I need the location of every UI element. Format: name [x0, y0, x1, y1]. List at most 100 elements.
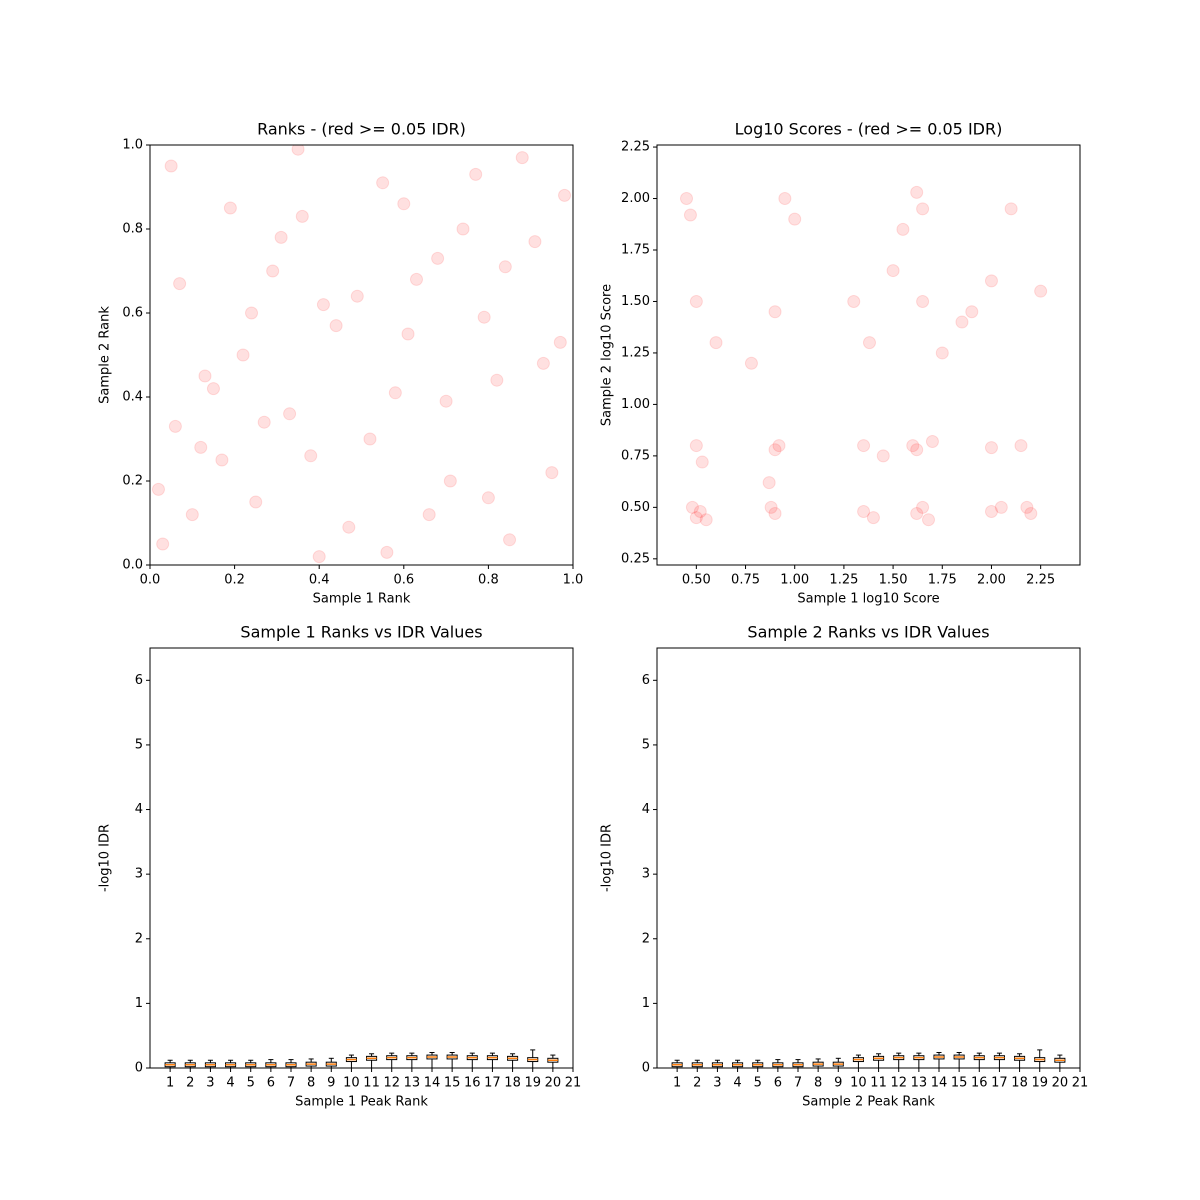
plot-area — [680, 185, 1048, 527]
x-tick-label: 5 — [754, 1076, 762, 1091]
point — [515, 151, 529, 165]
point — [689, 511, 703, 525]
y-tick-label: 2.00 — [621, 191, 650, 206]
x-tick-label: 8 — [814, 1076, 822, 1091]
x-axis-label: Sample 1 Peak Rank — [295, 1095, 428, 1110]
point — [910, 185, 924, 199]
point — [312, 550, 326, 564]
x-tick-label: 0.4 — [309, 573, 330, 588]
y-tick-label: 5 — [642, 737, 650, 752]
point — [481, 491, 495, 505]
point — [1024, 507, 1038, 521]
x-tick-label: 17 — [991, 1076, 1008, 1091]
y-tick-label: 0.6 — [122, 306, 143, 321]
x-tick-label: 3 — [206, 1076, 214, 1091]
point — [498, 260, 512, 274]
point — [388, 386, 402, 400]
axes-frame — [656, 144, 1081, 566]
x-tick-label: 11 — [363, 1076, 380, 1091]
point — [156, 537, 170, 551]
x-tick-label: 20 — [545, 1076, 562, 1091]
point — [291, 145, 305, 156]
point — [380, 545, 394, 559]
x-tick-label: 1.75 — [928, 573, 957, 588]
x-tick-label: 7 — [794, 1076, 802, 1091]
point — [866, 511, 880, 525]
point — [886, 264, 900, 278]
point — [283, 407, 297, 421]
plot-area — [164, 1049, 559, 1068]
point — [363, 432, 377, 446]
point — [316, 298, 330, 312]
y-tick-label: 5 — [135, 737, 143, 752]
y-tick-label: 1 — [642, 996, 650, 1011]
point — [456, 222, 470, 236]
x-axis-label: Sample 1 log10 Score — [797, 592, 939, 607]
point — [443, 474, 457, 488]
point — [772, 439, 786, 453]
x-tick-label: 17 — [484, 1076, 501, 1091]
y-axis-label: -log10 IDR — [600, 824, 615, 892]
point — [764, 500, 778, 514]
point — [857, 439, 871, 453]
point — [553, 335, 567, 349]
plot-area — [671, 1049, 1066, 1068]
point — [906, 439, 920, 453]
y-tick-label: 0.4 — [122, 390, 143, 405]
point — [439, 394, 453, 408]
point — [689, 294, 703, 308]
point — [935, 346, 949, 360]
point — [236, 348, 250, 362]
point — [274, 230, 288, 244]
y-tick-label: 1.75 — [621, 243, 650, 258]
y-tick-label: 1 — [135, 996, 143, 1011]
y-tick-label: 0.0 — [122, 558, 143, 573]
point — [257, 415, 271, 429]
x-tick-label: 5 — [247, 1076, 255, 1091]
point — [693, 504, 707, 518]
point — [490, 373, 504, 387]
x-tick-label: 15 — [444, 1076, 461, 1091]
y-tick-label: 4 — [135, 802, 143, 817]
x-tick-label: 2.00 — [977, 573, 1006, 588]
point — [916, 294, 930, 308]
point — [173, 277, 187, 291]
y-tick-label: 2 — [642, 931, 650, 946]
y-tick-label: 4 — [642, 802, 650, 817]
x-tick-label: 0.50 — [682, 573, 711, 588]
point — [266, 264, 280, 278]
y-tick-label: 3 — [135, 867, 143, 882]
point — [788, 212, 802, 226]
point — [431, 251, 445, 265]
point — [916, 202, 930, 216]
point — [762, 476, 776, 490]
x-tick-label: 1.25 — [829, 573, 858, 588]
x-tick-label: 12 — [383, 1076, 400, 1091]
point — [185, 508, 199, 522]
point — [910, 507, 924, 521]
point — [304, 449, 318, 463]
point — [984, 441, 998, 455]
point — [329, 319, 343, 333]
point — [503, 533, 517, 547]
subplot-title: Sample 2 Ranks vs IDR Values — [747, 623, 989, 642]
point — [955, 315, 969, 329]
point — [295, 209, 309, 223]
x-tick-label: 9 — [834, 1076, 842, 1091]
point — [910, 443, 924, 457]
point — [401, 327, 415, 341]
point — [680, 192, 694, 206]
x-tick-label: 1.50 — [879, 573, 908, 588]
point — [689, 439, 703, 453]
point — [477, 310, 491, 324]
x-tick-label: 13 — [911, 1076, 928, 1091]
x-axis-label: Sample 1 Rank — [313, 592, 411, 607]
y-tick-label: 3 — [642, 867, 650, 882]
point — [528, 235, 542, 249]
y-tick-label: 0.2 — [122, 474, 143, 489]
point — [469, 167, 483, 181]
x-tick-label: 0.8 — [478, 573, 499, 588]
y-tick-label: 1.25 — [621, 345, 650, 360]
y-axis-label: -log10 IDR — [98, 824, 113, 892]
